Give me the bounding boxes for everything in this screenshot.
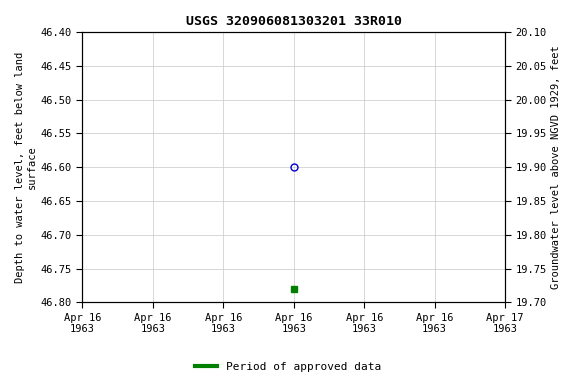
- Y-axis label: Groundwater level above NGVD 1929, feet: Groundwater level above NGVD 1929, feet: [551, 45, 561, 289]
- Y-axis label: Depth to water level, feet below land
surface: Depth to water level, feet below land su…: [15, 51, 37, 283]
- Legend: Period of approved data: Period of approved data: [191, 358, 385, 377]
- Title: USGS 320906081303201 33R010: USGS 320906081303201 33R010: [186, 15, 402, 28]
